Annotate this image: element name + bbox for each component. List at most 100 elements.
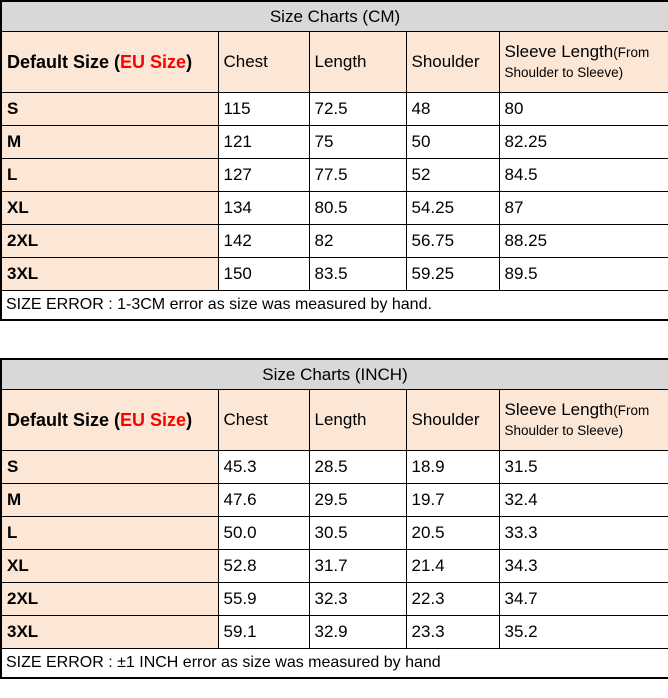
chest-value: 47.6: [217, 483, 310, 517]
length-value: 30.5: [308, 516, 407, 550]
sleeve-value: 84.5: [498, 158, 668, 192]
chest-value: 52.8: [217, 549, 310, 583]
length-value: 31.7: [308, 549, 407, 583]
eu-size-label: EU Size: [120, 409, 187, 430]
table-title-row: Size Charts (CM): [0, 0, 668, 32]
chest-value: 134: [217, 191, 310, 225]
sleeve-value: 33.3: [498, 516, 668, 550]
length-value: 75: [308, 125, 407, 159]
col-header-sleeve: Sleeve Length(From Shoulder to Sleeve): [498, 31, 668, 93]
size-cell: L: [0, 158, 219, 192]
size-cell: 2XL: [0, 582, 219, 616]
length-value: 29.5: [308, 483, 407, 517]
size-cell: L: [0, 516, 219, 550]
sleeve-value: 34.7: [498, 582, 668, 616]
shoulder-value: 56.75: [405, 224, 500, 258]
shoulder-value: 22.3: [405, 582, 500, 616]
chest-value: 59.1: [217, 615, 310, 649]
length-value: 32.9: [308, 615, 407, 649]
table-row-s: S 115 72.5 48 80: [0, 92, 668, 126]
size-error-note-inch: SIZE ERROR : ±1 INCH error as size was m…: [0, 648, 668, 679]
default-size-label-close: ): [186, 51, 193, 72]
col-header-default-size: Default Size (EU Size): [0, 31, 219, 93]
chest-value: 142: [217, 224, 310, 258]
col-header-shoulder: Shoulder: [405, 389, 500, 451]
table-row-2xl: 2XL 55.9 32.3 22.3 34.7: [0, 582, 668, 616]
chest-value: 115: [217, 92, 310, 126]
column-header-row: Default Size (EU Size) Chest Length Shou…: [0, 389, 668, 451]
col-header-length: Length: [308, 389, 407, 451]
chest-value: 150: [217, 257, 310, 291]
length-value: 28.5: [308, 450, 407, 484]
sleeve-length-label: Sleeve Length: [504, 41, 614, 61]
default-size-label: Default Size (: [7, 51, 121, 72]
table-row-3xl: 3XL 59.1 32.9 23.3 35.2: [0, 615, 668, 649]
shoulder-value: 18.9: [405, 450, 500, 484]
sleeve-value: 89.5: [498, 257, 668, 291]
col-header-chest: Chest: [217, 389, 310, 451]
table-title-row: Size Charts (INCH): [0, 358, 668, 390]
column-header-row: Default Size (EU Size) Chest Length Shou…: [0, 31, 668, 93]
size-chart-cm-table: Size Charts (CM) Default Size (EU Size) …: [0, 0, 668, 321]
sleeve-value: 87: [498, 191, 668, 225]
size-cell: XL: [0, 549, 219, 583]
length-value: 82: [308, 224, 407, 258]
eu-size-label: EU Size: [120, 51, 187, 72]
table-title-cm: Size Charts (CM): [0, 0, 668, 32]
table-title-inch: Size Charts (INCH): [0, 358, 668, 390]
table-row-m: M 121 75 50 82.25: [0, 125, 668, 159]
size-error-note-cm: SIZE ERROR : 1-3CM error as size was mea…: [0, 290, 668, 321]
sleeve-value: 88.25: [498, 224, 668, 258]
shoulder-value: 59.25: [405, 257, 500, 291]
default-size-label: Default Size (: [7, 409, 121, 430]
length-value: 80.5: [308, 191, 407, 225]
col-header-sleeve: Sleeve Length(From Shoulder to Sleeve): [498, 389, 668, 451]
table-row-2xl: 2XL 142 82 56.75 88.25: [0, 224, 668, 258]
sleeve-value: 31.5: [498, 450, 668, 484]
length-value: 72.5: [308, 92, 407, 126]
table-row-xl: XL 52.8 31.7 21.4 34.3: [0, 549, 668, 583]
sleeve-value: 32.4: [498, 483, 668, 517]
size-cell: M: [0, 125, 219, 159]
length-value: 83.5: [308, 257, 407, 291]
sleeve-length-label: Sleeve Length: [504, 399, 614, 419]
chest-value: 55.9: [217, 582, 310, 616]
table-row-m: M 47.6 29.5 19.7 32.4: [0, 483, 668, 517]
sleeve-length-note: (From Shoulder to Sleeve): [504, 402, 650, 438]
default-size-label-close: ): [186, 409, 193, 430]
shoulder-value: 23.3: [405, 615, 500, 649]
length-value: 32.3: [308, 582, 407, 616]
chest-value: 121: [217, 125, 310, 159]
table-row-s: S 45.3 28.5 18.9 31.5: [0, 450, 668, 484]
sleeve-value: 80: [498, 92, 668, 126]
size-charts-page: Size Charts (CM) Default Size (EU Size) …: [0, 0, 668, 679]
length-value: 77.5: [308, 158, 407, 192]
sleeve-value: 34.3: [498, 549, 668, 583]
footnote-row: SIZE ERROR : ±1 INCH error as size was m…: [0, 648, 668, 679]
table-row-l: L 127 77.5 52 84.5: [0, 158, 668, 192]
chest-value: 45.3: [217, 450, 310, 484]
shoulder-value: 54.25: [405, 191, 500, 225]
shoulder-value: 50: [405, 125, 500, 159]
table-row-3xl: 3XL 150 83.5 59.25 89.5: [0, 257, 668, 291]
footnote-row: SIZE ERROR : 1-3CM error as size was mea…: [0, 290, 668, 321]
sleeve-length-note: (From Shoulder to Sleeve): [504, 44, 650, 80]
table-row-l: L 50.0 30.5 20.5 33.3: [0, 516, 668, 550]
size-cell: 3XL: [0, 615, 219, 649]
size-cell: XL: [0, 191, 219, 225]
shoulder-value: 48: [405, 92, 500, 126]
size-cell: M: [0, 483, 219, 517]
col-header-chest: Chest: [217, 31, 310, 93]
size-cell: 3XL: [0, 257, 219, 291]
size-cell: 2XL: [0, 224, 219, 258]
size-chart-inch-table: Size Charts (INCH) Default Size (EU Size…: [0, 358, 668, 679]
size-cell: S: [0, 450, 219, 484]
sleeve-value: 82.25: [498, 125, 668, 159]
shoulder-value: 20.5: [405, 516, 500, 550]
col-header-shoulder: Shoulder: [405, 31, 500, 93]
size-cell: S: [0, 92, 219, 126]
chest-value: 127: [217, 158, 310, 192]
table-row-xl: XL 134 80.5 54.25 87: [0, 191, 668, 225]
shoulder-value: 52: [405, 158, 500, 192]
sleeve-value: 35.2: [498, 615, 668, 649]
